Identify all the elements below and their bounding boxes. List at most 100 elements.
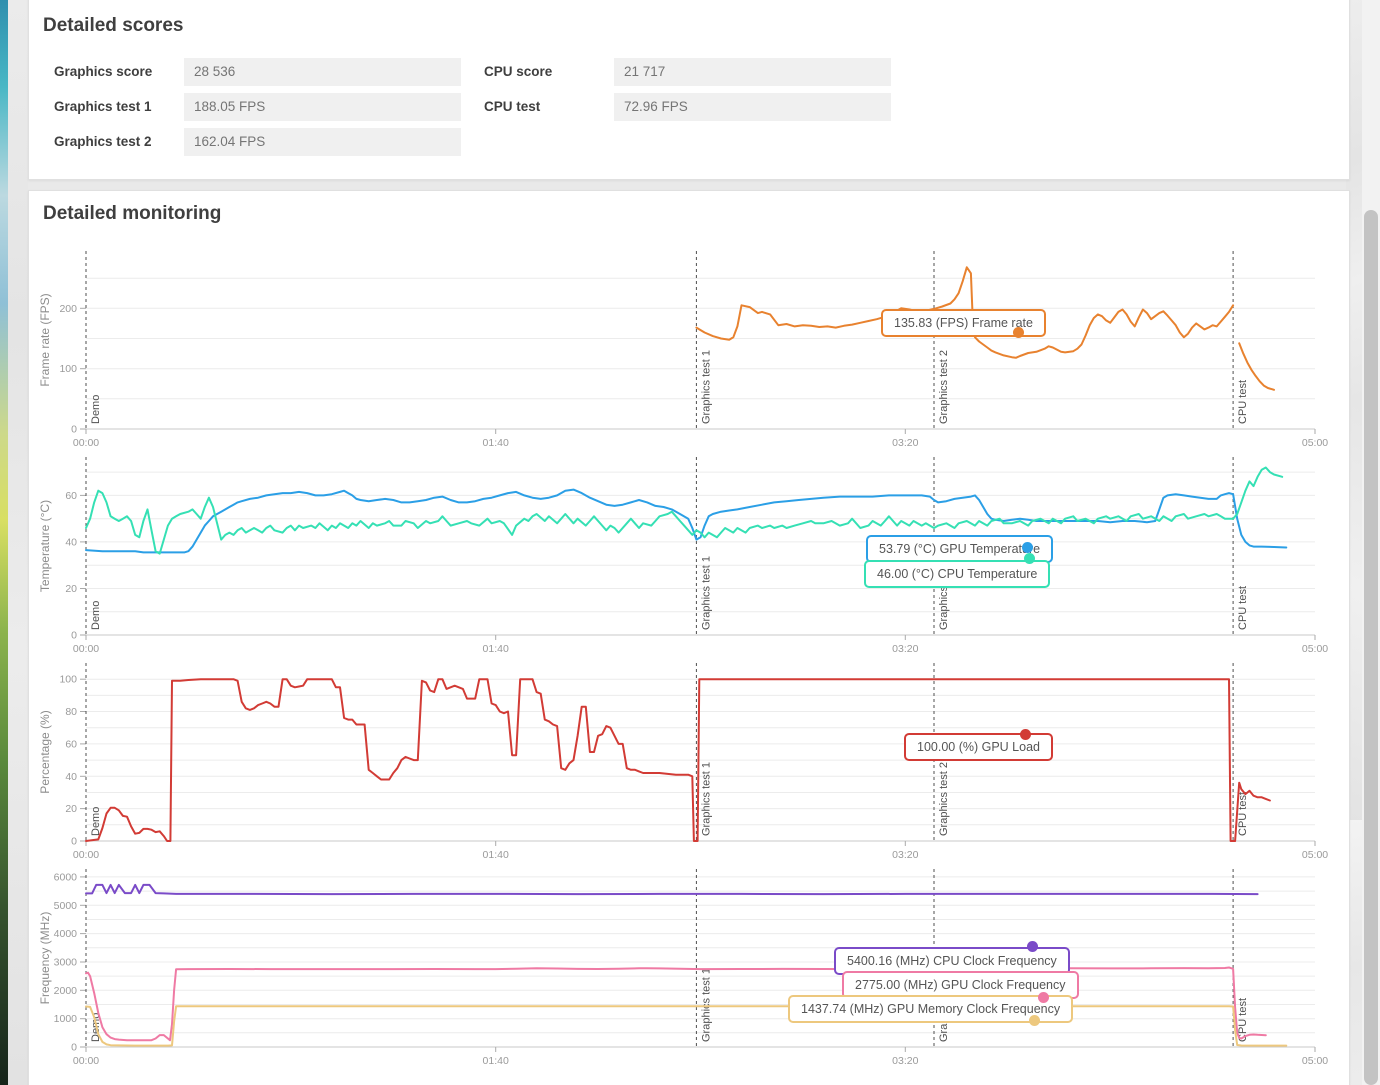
svg-text:200: 200 — [59, 303, 77, 315]
y-tick-labels: 0 20 40 60 80 100 — [59, 674, 86, 848]
cpu-score-label: CPU score — [484, 64, 553, 79]
svg-text:0: 0 — [71, 836, 77, 848]
svg-text:00:00: 00:00 — [73, 437, 99, 449]
chart-frequency-mhz: 0 1000 2000 3000 4000 5000 6000 00:00 01:40 03:20… — [29, 863, 1349, 1069]
svg-text:Graphics test 1: Graphics test 1 — [700, 968, 712, 1042]
svg-text:4000: 4000 — [54, 928, 78, 940]
series-gpu-temperature — [85, 488, 1288, 554]
svg-text:0: 0 — [71, 1042, 77, 1054]
svg-text:60: 60 — [65, 738, 77, 750]
page-scrollbar[interactable] — [1362, 0, 1380, 1085]
chart-svg-frequency-mhz: 0 1000 2000 3000 4000 5000 6000 00:00 01:40 03:20… — [38, 869, 1328, 1067]
series-frame-rate — [695, 266, 1275, 391]
x-tick-labels: 00:00 01:40 03:20 05:00 — [73, 841, 1328, 861]
svg-text:20: 20 — [65, 803, 77, 815]
chart-svg-percentage: 0 20 40 60 80 100 00:00 01:40 03:20 05:00 Demo Grap… — [38, 663, 1328, 861]
svg-text:05:00: 05:00 — [1302, 1055, 1328, 1067]
svg-text:05:00: 05:00 — [1302, 849, 1328, 861]
cpu-test-value: 72.96 FPS — [614, 93, 891, 121]
tooltip-marker-dot — [1023, 552, 1035, 564]
graphics-score-value: 28 536 — [184, 58, 461, 86]
svg-text:Graphics test 1: Graphics test 1 — [700, 350, 712, 424]
graphics-test-1-value: 188.05 FPS — [184, 93, 461, 121]
detailed-monitoring-card: Detailed monitoring 0 100 200 00:00 01:40 03:… — [28, 190, 1350, 1085]
svg-text:01:40: 01:40 — [483, 849, 509, 861]
scrollbar-thumb[interactable] — [1364, 210, 1378, 1085]
svg-text:01:40: 01:40 — [483, 437, 509, 449]
svg-text:Demo: Demo — [90, 807, 102, 836]
svg-text:Graphics test 2: Graphics test 2 — [938, 762, 950, 836]
svg-text:05:00: 05:00 — [1302, 643, 1328, 655]
tooltip-100-00-gpu-load: 100.00 (%) GPU Load — [904, 733, 1053, 761]
tooltip-marker-dot — [1019, 728, 1031, 740]
background-facet — [8, 0, 28, 1085]
cpu-score-value: 21 717 — [614, 58, 891, 86]
svg-text:Demo: Demo — [90, 601, 102, 630]
svg-text:CPU test: CPU test — [1237, 380, 1249, 424]
detailed-monitoring-title: Detailed monitoring — [43, 203, 222, 224]
y-tick-labels: 0 20 40 60 — [65, 490, 86, 642]
series-gpu-clock-frequency — [85, 966, 1267, 1042]
svg-text:00:00: 00:00 — [73, 849, 99, 861]
svg-text:80: 80 — [65, 706, 77, 718]
svg-text:03:20: 03:20 — [892, 437, 918, 449]
svg-text:1000: 1000 — [54, 1013, 78, 1025]
y-axis-label: Frame rate (FPS) — [38, 293, 52, 386]
svg-text:05:00: 05:00 — [1302, 437, 1328, 449]
chart-percentage: 0 20 40 60 80 100 00:00 01:40 03:20 05:00 Demo Grap… — [29, 657, 1349, 863]
series-gpu-load — [85, 678, 1271, 842]
tooltip-marker-dot — [1028, 1014, 1040, 1026]
x-tick-labels: 00:00 01:40 03:20 05:00 — [73, 635, 1328, 655]
series-gpu-memory-clock-frequency — [85, 1005, 1288, 1047]
graphics-test-1-label: Graphics test 1 — [54, 99, 152, 114]
svg-text:100: 100 — [59, 674, 77, 686]
y-axis-label: Frequency (MHz) — [38, 912, 52, 1005]
svg-text:100: 100 — [59, 363, 77, 375]
chart-svg-temperature-c: 0 20 40 60 00:00 01:40 03:20 05:00 Demo Graphics … — [38, 457, 1328, 655]
detailed-scores-title: Detailed scores — [43, 15, 184, 36]
svg-text:2000: 2000 — [54, 985, 78, 997]
svg-text:CPU test: CPU test — [1237, 792, 1249, 836]
svg-text:20: 20 — [65, 583, 77, 595]
svg-text:03:20: 03:20 — [892, 849, 918, 861]
monitoring-charts: 0 100 200 00:00 01:40 03:20 05:00 Demo Graphics … — [29, 245, 1349, 1069]
chart-temperature-c: 0 20 40 60 00:00 01:40 03:20 05:00 Demo Graphics … — [29, 451, 1349, 657]
graphics-score-label: Graphics score — [54, 64, 153, 79]
cpu-test-label: CPU test — [484, 99, 541, 114]
svg-text:03:20: 03:20 — [892, 643, 918, 655]
tooltip-46-00-c-cpu-temperature: 46.00 (°C) CPU Temperature — [864, 560, 1051, 588]
svg-text:0: 0 — [71, 424, 77, 436]
x-tick-labels: 00:00 01:40 03:20 05:00 — [73, 429, 1328, 449]
series-cpu-temperature — [85, 466, 1284, 555]
tooltip-marker-dot — [1021, 541, 1033, 553]
svg-text:CPU test: CPU test — [1237, 586, 1249, 630]
x-tick-labels: 00:00 01:40 03:20 05:00 — [73, 1047, 1328, 1067]
svg-text:CPU test: CPU test — [1237, 998, 1249, 1042]
svg-text:6000: 6000 — [54, 871, 78, 883]
svg-text:Graphics test 1: Graphics test 1 — [700, 556, 712, 630]
svg-text:3000: 3000 — [54, 957, 78, 969]
tooltip-5400-16-mhz-cpu-clock-frequency: 5400.16 (MHz) CPU Clock Frequency — [834, 947, 1070, 975]
svg-text:40: 40 — [65, 536, 77, 548]
y-tick-labels: 0 1000 2000 3000 4000 5000 6000 — [54, 871, 86, 1054]
tooltip-1437-74-mhz-gpu-memory-clock-frequency: 1437.74 (MHz) GPU Memory Clock Frequency — [788, 995, 1074, 1023]
svg-text:Graphics test 1: Graphics test 1 — [700, 762, 712, 836]
graphics-test-2-label: Graphics test 2 — [54, 134, 152, 149]
series-cpu-clock-frequency — [85, 883, 1259, 896]
svg-text:Demo: Demo — [90, 395, 102, 424]
chart-svg-frame-rate-fps: 0 100 200 00:00 01:40 03:20 05:00 Demo Graphics … — [38, 251, 1328, 449]
graphics-test-2-value: 162.04 FPS — [184, 128, 461, 156]
y-axis-label: Percentage (%) — [38, 710, 52, 793]
gridlines — [86, 277, 1315, 400]
y-axis-label: Temperature (°C) — [38, 500, 52, 592]
svg-text:00:00: 00:00 — [73, 1055, 99, 1067]
page-background-left-strip — [0, 0, 8, 1085]
test-phase-markers: Demo Graphics test 1 Graphics test 2 CPU te… — [85, 251, 1249, 429]
chart-frame-rate-fps: 0 100 200 00:00 01:40 03:20 05:00 Demo Graphics … — [29, 245, 1349, 451]
svg-text:Graphics test 2: Graphics test 2 — [938, 350, 950, 424]
svg-text:60: 60 — [65, 490, 77, 502]
tooltip-135-83-fps-frame-rate: 135.83 (FPS) Frame rate — [881, 309, 1046, 337]
y-tick-labels: 0 100 200 — [59, 303, 86, 436]
svg-text:01:40: 01:40 — [483, 1055, 509, 1067]
